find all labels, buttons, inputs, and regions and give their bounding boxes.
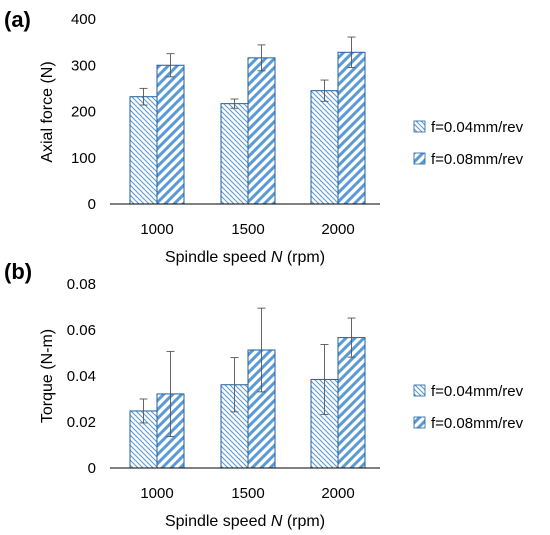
x-tick-label: 1500 (231, 221, 264, 238)
panel-label-b: (b) (4, 259, 32, 284)
bars-b (129, 307, 366, 469)
y-tick-label: 0.02 (67, 414, 96, 431)
bar (156, 64, 185, 205)
bar (310, 90, 339, 205)
x-ticks-a: 1000 1500 2000 (140, 221, 354, 238)
y-tick-label: 300 (71, 57, 96, 74)
legend-label-a-0: f=0.04mm/rev (431, 119, 524, 136)
x-axis-title-a: Spindle speed N (rpm) (165, 249, 325, 266)
x-tick-label: 1500 (231, 485, 264, 502)
legend-label-b-0: f=0.04mm/rev (431, 383, 524, 400)
legend-swatch-a-1 (413, 152, 426, 165)
legend-swatch-a-0 (413, 120, 426, 133)
legend-label-b-1: f=0.08mm/rev (431, 415, 524, 432)
bar (129, 96, 158, 205)
x-axis-title-b-part-1: Spindle speed (165, 513, 271, 530)
x-axis-title-b: Spindle speed N (rpm) (165, 513, 325, 530)
legend-swatch-b-0 (413, 384, 426, 397)
x-axis-title-b-part-3: (rpm) (282, 513, 325, 530)
legend-a: f=0.04mm/rev f=0.08mm/rev (413, 119, 524, 168)
x-tick-label: 2000 (321, 485, 354, 502)
y-ticks-b: 0 0.02 0.04 0.06 0.08 (67, 276, 96, 477)
bar (337, 51, 366, 205)
panel-b: (b) Torque (N-m) 00.020.040.060.08 1000 1… (4, 259, 524, 530)
x-axis-title-a-part-3: (rpm) (282, 249, 325, 266)
y-tick-label: 0.06 (67, 322, 96, 339)
bar (220, 103, 249, 205)
y-tick-label: 100 (71, 150, 96, 167)
x-tick-label: 1000 (140, 221, 173, 238)
panel-label-a: (a) (4, 7, 31, 32)
y-tick-label: 400 (71, 11, 96, 28)
y-tick-label: 0 (88, 460, 96, 477)
y-tick-label: 0.08 (67, 276, 96, 293)
x-tick-label: 2000 (321, 221, 354, 238)
y-tick-label: 0.04 (67, 368, 96, 385)
x-axis-title-b-variable: N (271, 513, 283, 530)
y-axis-title-a: Axial force (N) (39, 61, 56, 162)
panel-a: (a) Axial force (N) 0 100 200 300 400 1000 15… (4, 7, 524, 266)
x-axis-title-a-part-1: Spindle speed (165, 249, 271, 266)
x-axis-title-a-variable: N (271, 249, 283, 266)
legend-swatch-b-1 (413, 416, 426, 429)
legend-b: f=0.04mm/rev f=0.08mm/rev (413, 383, 524, 432)
x-ticks-b: 1000 1500 2000 (140, 485, 354, 502)
x-tick-label: 1000 (140, 485, 173, 502)
y-tick-label: 200 (71, 104, 96, 121)
y-ticks-a: 0 100 200 300 400 (71, 11, 96, 213)
y-tick-label: 0 (88, 196, 96, 213)
bar (247, 57, 276, 205)
legend-label-a-1: f=0.08mm/rev (431, 151, 524, 168)
bars-a (129, 36, 366, 205)
y-axis-title-b: Torque (N-m) (39, 329, 56, 423)
